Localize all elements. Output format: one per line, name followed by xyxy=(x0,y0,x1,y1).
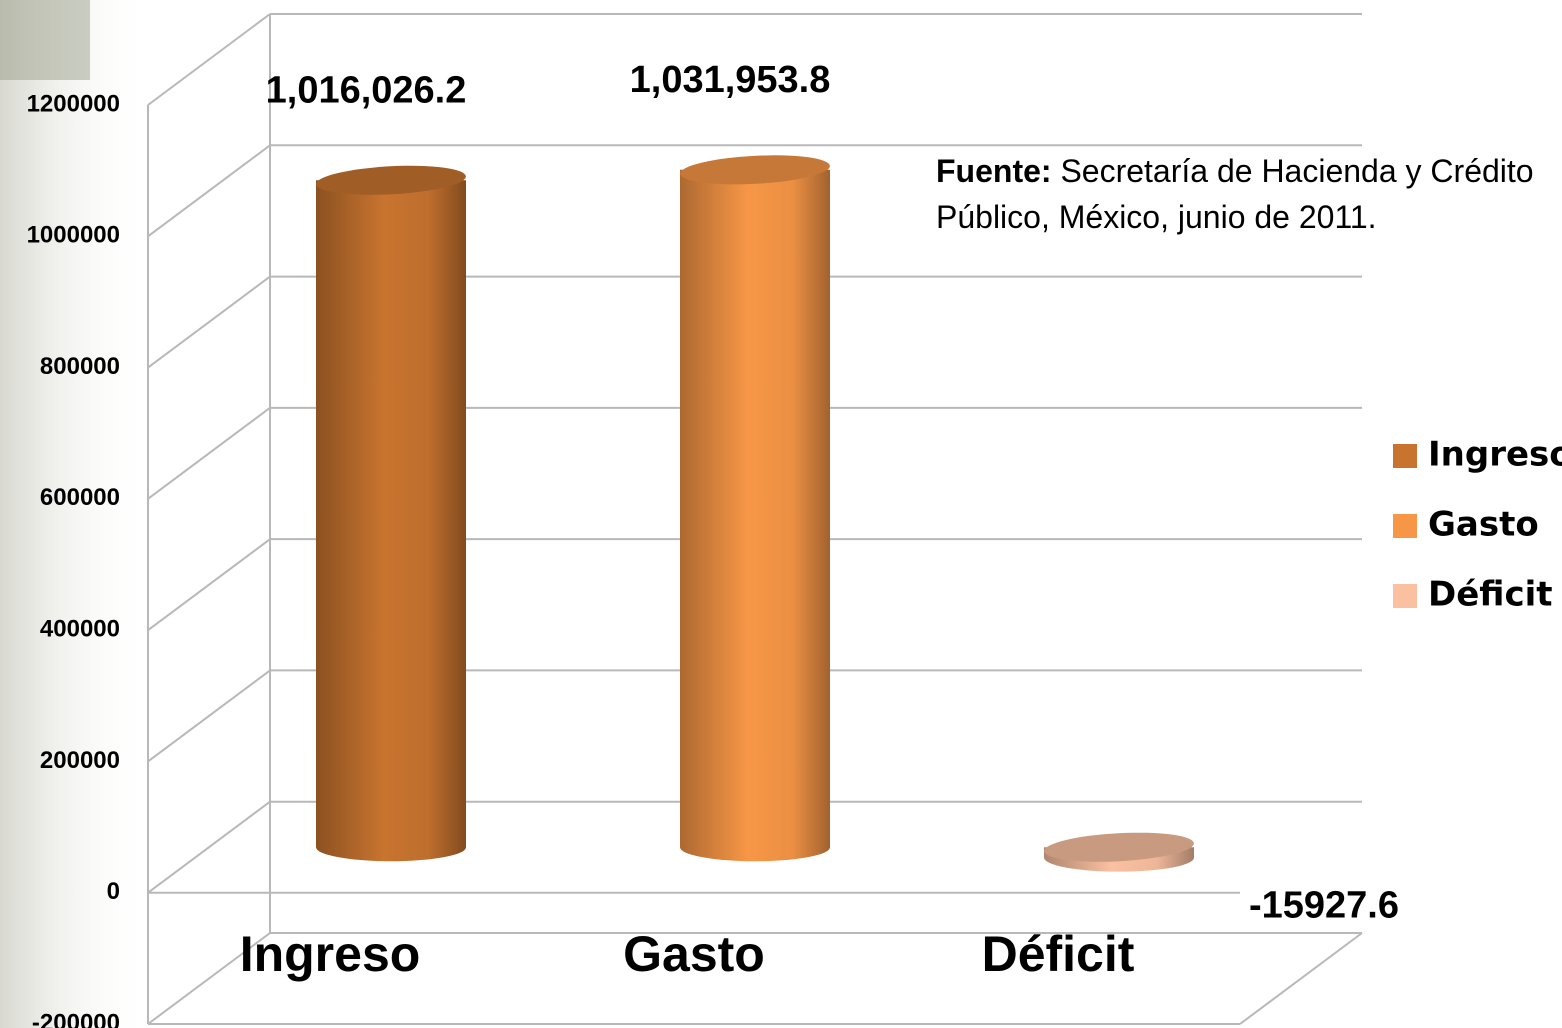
grid-line-side xyxy=(147,669,271,763)
grid-line-side xyxy=(147,932,271,1025)
y-tick-label: 400000 xyxy=(40,615,120,642)
x-tick-label: Ingreso xyxy=(240,926,421,982)
legend-label: Ingreso xyxy=(1428,435,1562,475)
note-text: Secretaría de Hacienda y Crédito Público… xyxy=(936,153,1534,235)
bar xyxy=(680,169,830,862)
legend-label: Déficit xyxy=(1428,575,1553,615)
y-tick-label: 200000 xyxy=(40,747,120,774)
x-tick-label: Déficit xyxy=(982,926,1135,982)
value-label: 1,016,026.2 xyxy=(266,69,467,111)
grid-line-side xyxy=(147,800,271,894)
grid-line-side xyxy=(147,407,271,500)
source-note: Fuente: Secretaría de Hacienda y Crédito… xyxy=(936,148,1536,240)
background-logo xyxy=(0,0,90,80)
bar-top xyxy=(680,155,830,185)
y-tick-label: 800000 xyxy=(40,353,120,380)
note-label: Fuente: xyxy=(936,153,1052,189)
bar-top xyxy=(1044,832,1194,862)
y-tick-label: 600000 xyxy=(40,484,120,511)
legend-swatch xyxy=(1393,584,1417,608)
grid-line-side xyxy=(147,538,271,631)
legend-label: Gasto xyxy=(1428,505,1539,545)
bar-top xyxy=(316,165,466,195)
bar xyxy=(316,180,466,862)
floor-edge-side xyxy=(1239,932,1363,1025)
value-label: -15927.6 xyxy=(1249,885,1399,927)
y-tick-label: 1000000 xyxy=(27,222,120,249)
legend-swatch xyxy=(1393,444,1417,468)
grid-line-side xyxy=(147,13,271,106)
x-tick-label: Gasto xyxy=(623,926,765,982)
y-tick-label: -200000 xyxy=(32,1009,120,1028)
value-label: 1,031,953.8 xyxy=(630,59,831,101)
legend-swatch xyxy=(1393,514,1417,538)
grid-line-side xyxy=(147,275,271,369)
grid-line-side xyxy=(147,144,271,238)
y-tick-label: 0 xyxy=(107,878,120,905)
y-tick-label: 1200000 xyxy=(27,90,120,117)
background-strip xyxy=(0,0,150,1028)
